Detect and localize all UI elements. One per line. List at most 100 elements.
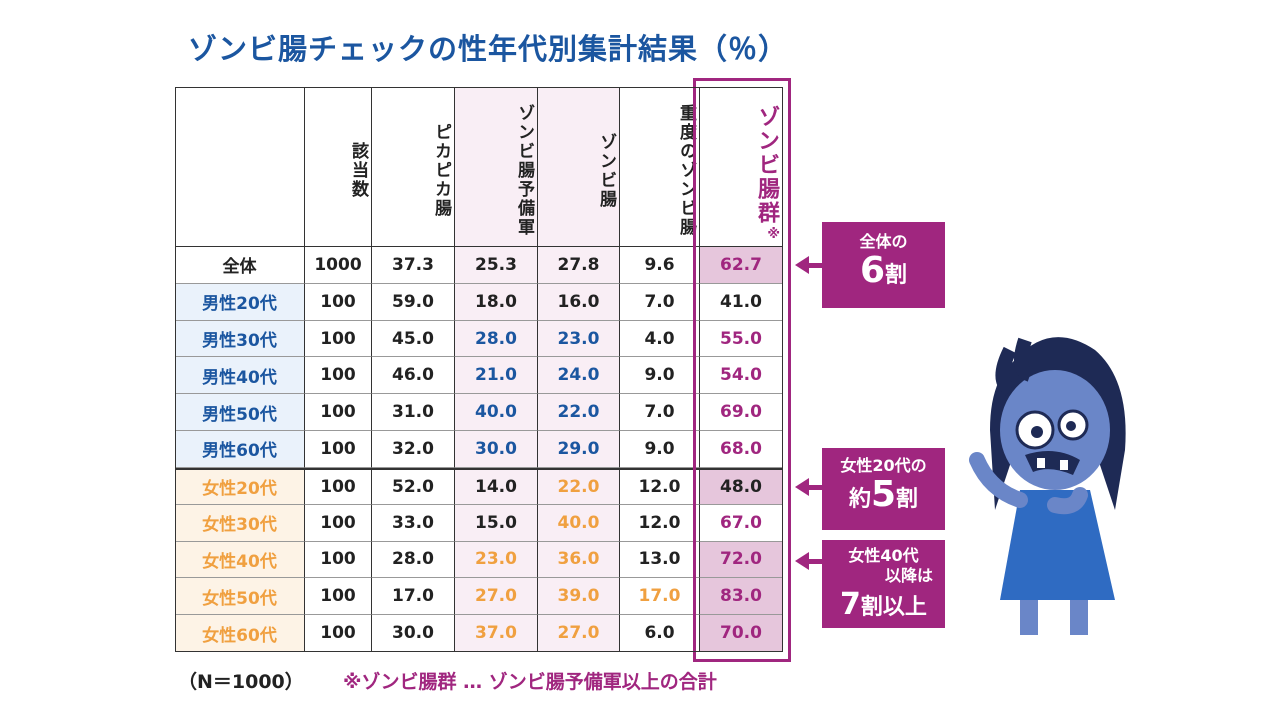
table-cell: 69.0 xyxy=(700,394,783,432)
row-label: 男性20代 xyxy=(175,283,305,321)
callout-big: 7 xyxy=(840,587,861,622)
table-cell: 27.8 xyxy=(538,247,620,284)
table-cell: 39.0 xyxy=(538,578,620,616)
table-cell: 100 xyxy=(305,467,372,505)
zombie-illustration xyxy=(969,337,1126,635)
table-cell: 100 xyxy=(305,578,372,616)
table-cell: 100 xyxy=(305,615,372,652)
header-cell: 重度のゾンビ腸 xyxy=(620,87,700,247)
table-cell: 7.0 xyxy=(620,394,700,432)
table-cell: 27.0 xyxy=(455,578,538,616)
table-cell: 15.0 xyxy=(455,504,538,542)
callout-text: 割以上 xyxy=(860,595,927,620)
callout-text: 割 xyxy=(896,487,919,512)
table-cell: 52.0 xyxy=(372,467,455,505)
table-cell: 28.0 xyxy=(455,320,538,358)
table-cell: 9.0 xyxy=(620,431,700,468)
callout-text: 以降は xyxy=(884,566,933,585)
table-cell: 54.0 xyxy=(700,357,783,395)
table-cell: 45.0 xyxy=(372,320,455,358)
table-cell: 22.0 xyxy=(538,394,620,432)
table-cell: 48.0 xyxy=(700,467,783,505)
callout: 女性40代 以降は 7割以上 xyxy=(822,540,945,628)
callout-text: 女性20代の xyxy=(840,456,927,475)
arrow xyxy=(795,256,809,274)
table-cell: 24.0 xyxy=(538,357,620,395)
callout-text: 約 xyxy=(848,487,871,512)
footnote: ※ゾンビ腸群 … ゾンビ腸予備軍以上の合計 xyxy=(343,671,717,693)
table-cell: 18.0 xyxy=(455,283,538,321)
table-cell: 28.0 xyxy=(372,541,455,579)
table-cell: 100 xyxy=(305,504,372,542)
footnote: （N＝1000） xyxy=(178,671,304,693)
table-cell: 14.0 xyxy=(455,467,538,505)
table-cell: 62.7 xyxy=(700,247,783,284)
table-cell: 100 xyxy=(305,283,372,321)
row-label: 女性50代 xyxy=(175,578,305,616)
row-label: 女性30代 xyxy=(175,504,305,542)
callout-big: 5 xyxy=(870,474,897,515)
header-cell: ピカピカ腸 xyxy=(372,87,455,247)
table-cell: 16.0 xyxy=(538,283,620,321)
table-cell: 46.0 xyxy=(372,357,455,395)
table-cell: 40.0 xyxy=(455,394,538,432)
table-cell: 33.0 xyxy=(372,504,455,542)
table-border xyxy=(175,87,783,652)
table-cell: 23.0 xyxy=(538,320,620,358)
row-label: 男性40代 xyxy=(175,357,305,395)
callout: 全体の 6割 xyxy=(822,222,945,308)
row-label: 全体 xyxy=(175,247,305,284)
callout-text: 割 xyxy=(885,263,908,288)
table-cell: 9.0 xyxy=(620,357,700,395)
table-cell: 40.0 xyxy=(538,504,620,542)
table-cell: 83.0 xyxy=(700,578,783,616)
table-cell: 12.0 xyxy=(620,467,700,505)
table-cell: 4.0 xyxy=(620,320,700,358)
table-cell: 30.0 xyxy=(372,615,455,652)
table-cell: 36.0 xyxy=(538,541,620,579)
table-cell: 37.3 xyxy=(372,247,455,284)
table-cell: 67.0 xyxy=(700,504,783,542)
table-cell: 7.0 xyxy=(620,283,700,321)
table-cell: 29.0 xyxy=(538,431,620,468)
header-cell xyxy=(175,87,305,247)
row-label: 女性60代 xyxy=(175,615,305,652)
table-cell: 72.0 xyxy=(700,541,783,579)
callout-big: 6 xyxy=(859,250,886,291)
table-cell: 17.0 xyxy=(620,578,700,616)
table-cell: 1000 xyxy=(305,247,372,284)
arrow xyxy=(808,559,824,564)
table-cell: 22.0 xyxy=(538,467,620,505)
row-label: 女性40代 xyxy=(175,541,305,579)
callout-text: 全体の xyxy=(859,232,908,251)
header-cell: ゾンビ腸 xyxy=(538,87,620,247)
table-cell: 59.0 xyxy=(372,283,455,321)
title: ゾンビ腸チェックの性年代別集計結果（％） xyxy=(188,32,789,66)
table-cell: 100 xyxy=(305,357,372,395)
callout-text: 女性40代 xyxy=(848,546,919,565)
table-cell: 12.0 xyxy=(620,504,700,542)
table-cell: 68.0 xyxy=(700,431,783,468)
table-cell: 32.0 xyxy=(372,431,455,468)
table-cell: 31.0 xyxy=(372,394,455,432)
callout: 女性20代の 約5割 xyxy=(822,448,945,530)
header-cell: ゾンビ腸群 ※ xyxy=(700,87,783,247)
arrow xyxy=(808,263,824,268)
table-cell: 100 xyxy=(305,394,372,432)
table-cell: 55.0 xyxy=(700,320,783,358)
row-label: 男性50代 xyxy=(175,394,305,432)
row-label: 男性30代 xyxy=(175,320,305,358)
table-cell: 100 xyxy=(305,431,372,468)
table-cell: 27.0 xyxy=(538,615,620,652)
row-label: 女性20代 xyxy=(175,467,305,505)
table-cell: 100 xyxy=(305,541,372,579)
table-cell: 30.0 xyxy=(455,431,538,468)
arrow xyxy=(808,485,824,490)
table-cell: 21.0 xyxy=(455,357,538,395)
table-cell: 17.0 xyxy=(372,578,455,616)
arrow xyxy=(795,478,809,496)
arrow xyxy=(795,552,809,570)
table-cell: 13.0 xyxy=(620,541,700,579)
table-cell: 9.6 xyxy=(620,247,700,284)
